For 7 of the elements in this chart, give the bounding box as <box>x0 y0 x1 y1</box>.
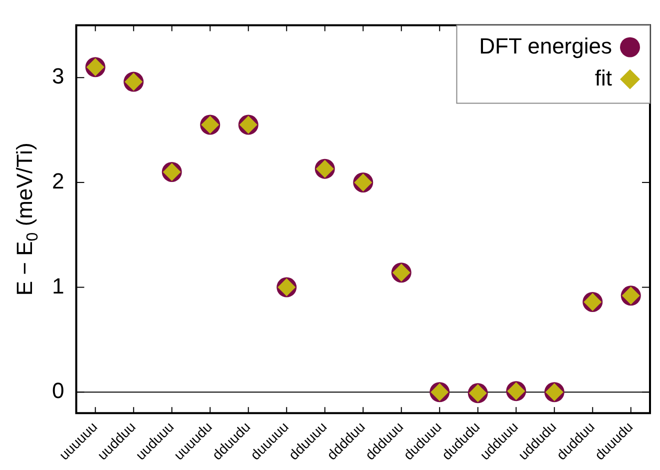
legend-label: DFT energies <box>479 33 612 58</box>
y-axis-title: E − E0 (meV/Ti) <box>12 142 42 296</box>
y-tick-label: 2 <box>52 168 64 194</box>
y-tick-label: 0 <box>52 378 64 404</box>
legend-label: fit <box>594 65 612 90</box>
y-tick-label: 1 <box>52 273 64 298</box>
y-tick-label: 3 <box>52 64 64 89</box>
